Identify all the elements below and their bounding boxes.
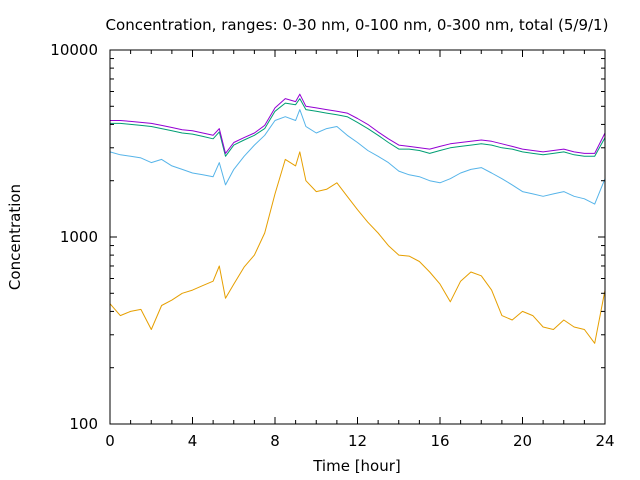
plot-frame: [109, 49, 606, 425]
series-line-4: [110, 93, 606, 154]
x-tick-label: 12: [348, 432, 367, 450]
y-tick-label: 1000: [60, 228, 98, 246]
chart-title: Concentration, ranges: 0-30 nm, 0-100 nm…: [106, 16, 609, 34]
x-tick-label: 16: [430, 432, 449, 450]
series-line-3: [110, 98, 606, 157]
series-line-2: [109, 109, 606, 205]
x-tick-label: 8: [270, 432, 280, 450]
x-tick-label: 20: [513, 432, 532, 450]
series-line-1: [109, 151, 606, 344]
y-tick-label: 100: [69, 415, 98, 433]
y-axis-label: Concentration: [6, 184, 24, 290]
x-axis-label: Time [hour]: [312, 457, 401, 475]
y-tick-label: 10000: [50, 41, 98, 59]
x-tick-label: 24: [595, 432, 614, 450]
x-tick-label: 0: [105, 432, 115, 450]
axes: 0 4 8 12 16 20 24 100 1000 10000: [50, 41, 614, 450]
x-tick-label: 4: [188, 432, 198, 450]
plot-lines: [109, 93, 606, 344]
